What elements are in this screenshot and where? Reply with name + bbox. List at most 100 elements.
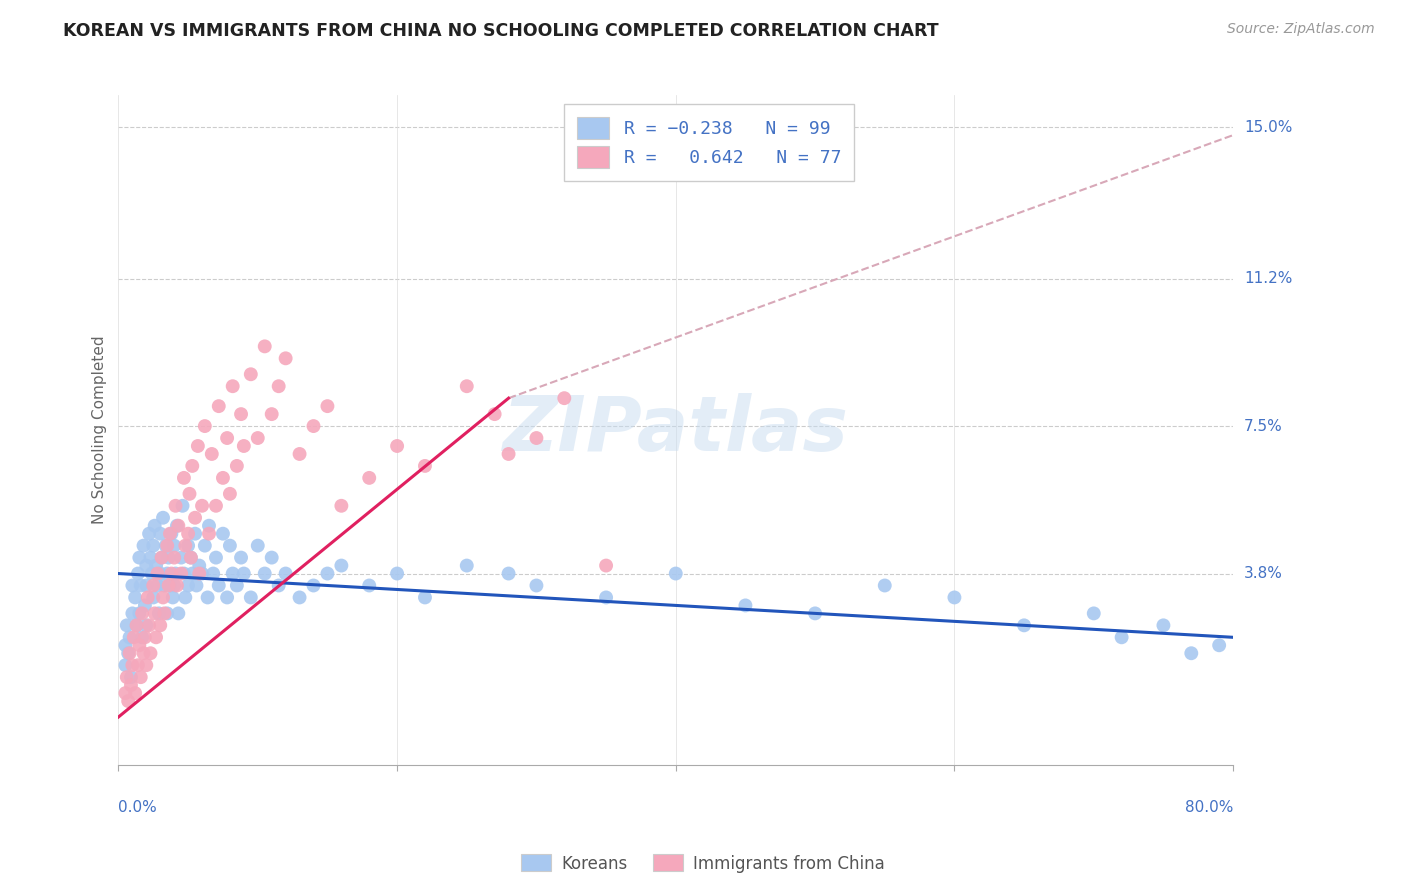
Point xyxy=(191,566,214,581)
Point xyxy=(142,539,165,553)
Text: Source: ZipAtlas.com: Source: ZipAtlas.com xyxy=(1227,22,1375,37)
Point xyxy=(135,558,157,573)
Point xyxy=(139,646,162,660)
Point xyxy=(187,439,209,453)
Point xyxy=(145,630,167,644)
Point xyxy=(180,550,202,565)
Point xyxy=(1012,618,1035,632)
Point xyxy=(253,566,276,581)
Point xyxy=(165,499,187,513)
Point xyxy=(181,458,204,473)
Point xyxy=(148,607,170,621)
Point xyxy=(128,638,150,652)
Point xyxy=(246,431,269,445)
Point xyxy=(1208,638,1230,652)
Point xyxy=(330,499,353,513)
Point xyxy=(260,550,283,565)
Point xyxy=(217,591,239,605)
Point xyxy=(142,591,165,605)
Point xyxy=(222,566,245,581)
Point xyxy=(180,550,202,565)
Point xyxy=(159,526,181,541)
Text: ZIPatlas: ZIPatlas xyxy=(503,393,849,467)
Point xyxy=(302,419,325,434)
Point xyxy=(145,558,167,573)
Point xyxy=(526,578,548,592)
Point xyxy=(124,591,146,605)
Point xyxy=(138,618,160,632)
Point xyxy=(155,539,177,553)
Point xyxy=(202,566,225,581)
Point xyxy=(121,658,143,673)
Point xyxy=(359,578,381,592)
Point xyxy=(118,630,141,644)
Point xyxy=(117,646,139,660)
Point xyxy=(1152,618,1174,632)
Point xyxy=(873,578,896,592)
Point xyxy=(152,510,174,524)
Point xyxy=(177,578,200,592)
Point xyxy=(173,471,195,485)
Point xyxy=(456,379,478,393)
Point xyxy=(198,526,221,541)
Text: 11.2%: 11.2% xyxy=(1244,271,1292,286)
Point xyxy=(205,550,228,565)
Point xyxy=(146,566,169,581)
Point xyxy=(115,670,138,684)
Point xyxy=(191,499,214,513)
Point xyxy=(170,566,193,581)
Point xyxy=(274,566,297,581)
Point xyxy=(162,591,184,605)
Point xyxy=(153,607,176,621)
Point xyxy=(128,607,150,621)
Point xyxy=(595,558,617,573)
Point xyxy=(128,550,150,565)
Point xyxy=(132,539,155,553)
Point xyxy=(152,591,174,605)
Point xyxy=(484,407,506,421)
Point xyxy=(149,566,172,581)
Point xyxy=(174,591,197,605)
Point xyxy=(330,558,353,573)
Point xyxy=(260,407,283,421)
Point xyxy=(135,578,157,592)
Point xyxy=(124,686,146,700)
Point xyxy=(141,566,163,581)
Point xyxy=(239,591,262,605)
Point xyxy=(150,550,173,565)
Point xyxy=(194,419,217,434)
Point xyxy=(177,526,200,541)
Point xyxy=(253,339,276,353)
Point xyxy=(188,566,211,581)
Point xyxy=(160,526,183,541)
Point xyxy=(167,607,190,621)
Point xyxy=(143,607,166,621)
Point xyxy=(385,566,408,581)
Point xyxy=(177,539,200,553)
Point xyxy=(184,510,207,524)
Point xyxy=(217,431,239,445)
Point xyxy=(1111,630,1133,644)
Text: KOREAN VS IMMIGRANTS FROM CHINA NO SCHOOLING COMPLETED CORRELATION CHART: KOREAN VS IMMIGRANTS FROM CHINA NO SCHOO… xyxy=(63,22,939,40)
Point xyxy=(385,439,408,453)
Point xyxy=(125,618,148,632)
Point xyxy=(413,591,436,605)
Point xyxy=(943,591,966,605)
Point xyxy=(117,694,139,708)
Point xyxy=(121,607,143,621)
Point xyxy=(229,407,252,421)
Point xyxy=(143,518,166,533)
Point xyxy=(1083,607,1105,621)
Point xyxy=(132,646,155,660)
Point xyxy=(595,591,617,605)
Point xyxy=(114,658,136,673)
Point xyxy=(149,618,172,632)
Point xyxy=(205,499,228,513)
Text: 80.0%: 80.0% xyxy=(1185,799,1233,814)
Point xyxy=(316,566,339,581)
Point xyxy=(172,499,194,513)
Point xyxy=(136,591,159,605)
Point xyxy=(120,678,142,692)
Point xyxy=(219,487,242,501)
Point xyxy=(131,607,153,621)
